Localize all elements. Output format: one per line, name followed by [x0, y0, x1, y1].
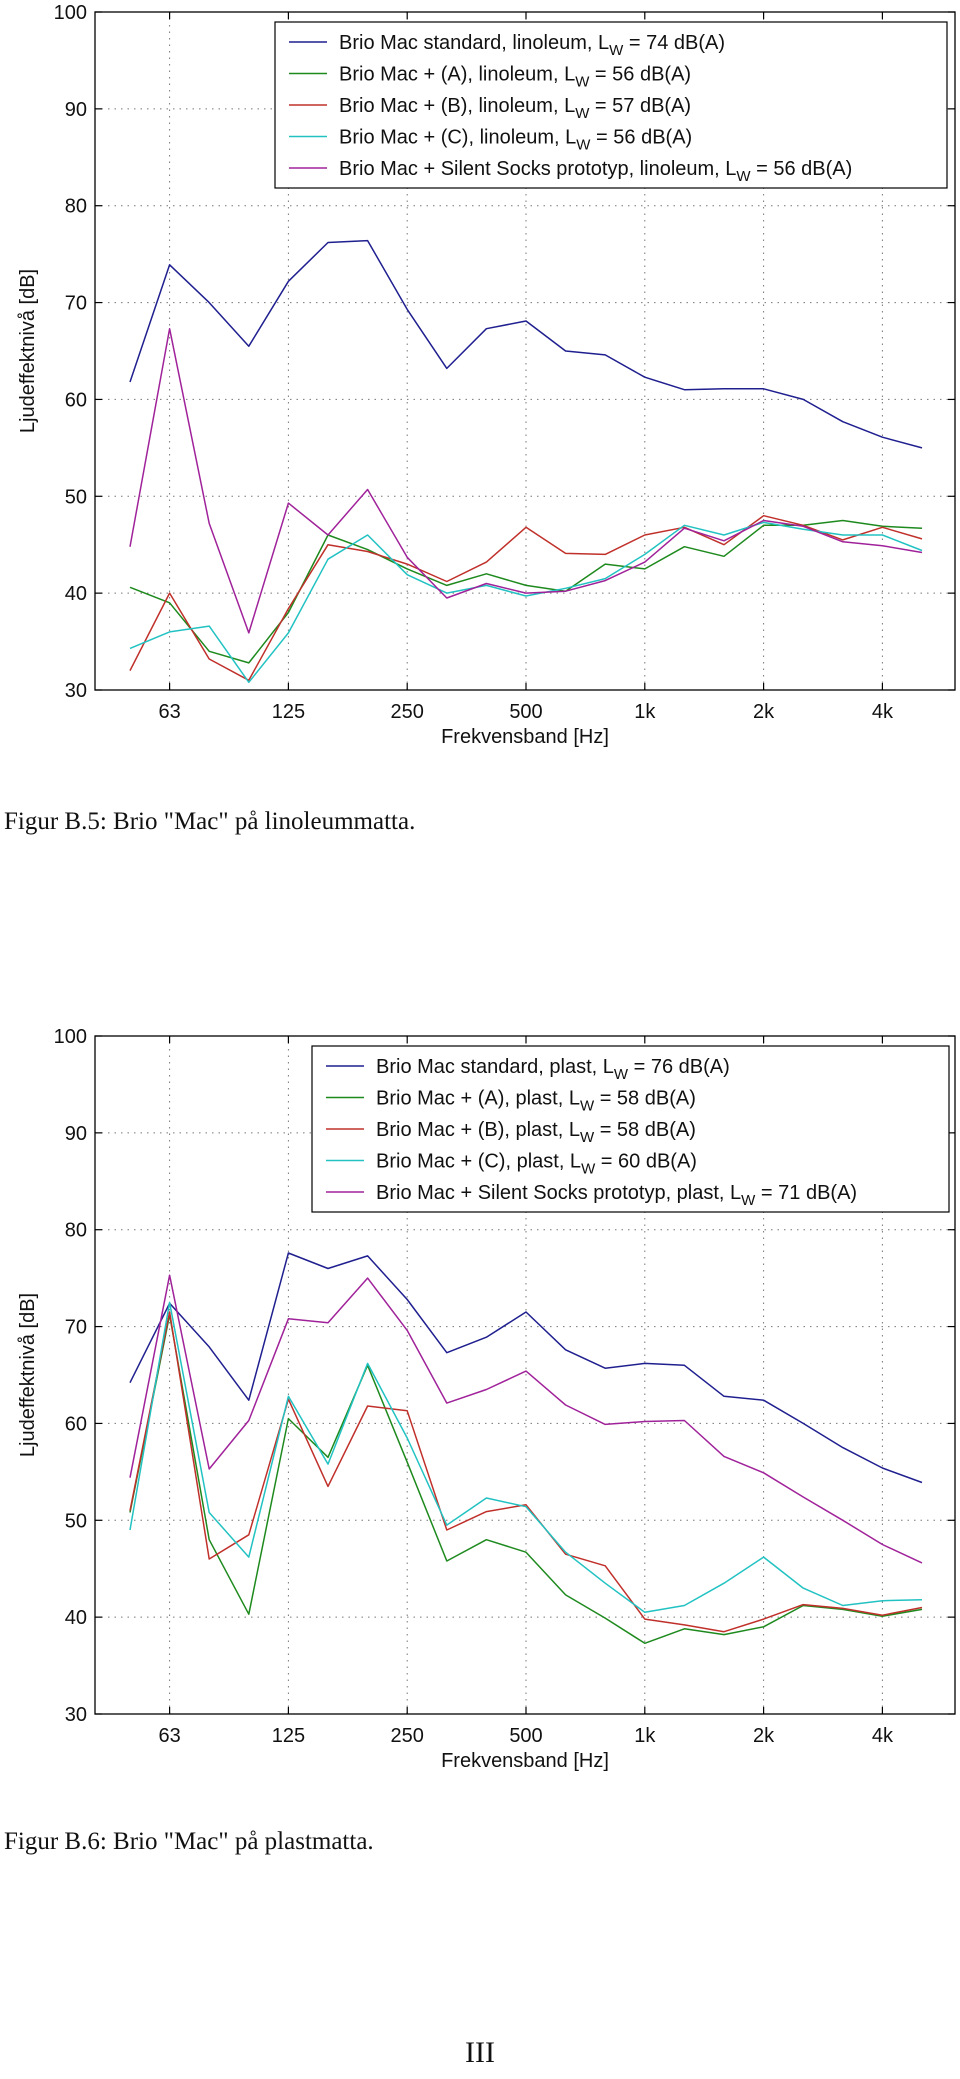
y-tick-label: 70: [65, 293, 87, 315]
y-tick-label: 50: [65, 1510, 87, 1532]
legend-label-5: Brio Mac + Silent Socks prototyp, plast,…: [376, 1182, 857, 1209]
legend-label-1: Brio Mac standard, plast, LW = 76 dB(A): [376, 1056, 730, 1083]
plot-frame: [94, 11, 956, 691]
legend-label-3: Brio Mac + (B), linoleum, LW = 57 dB(A): [339, 95, 691, 122]
x-tick-label: 4k: [872, 1725, 894, 1747]
series-line-4: [129, 521, 923, 684]
y-tick-label: 100: [54, 1026, 87, 1048]
x-tick-label: 250: [391, 701, 424, 723]
y-tick-label: 60: [65, 1413, 87, 1435]
x-tick-label: 125: [272, 701, 305, 723]
series-line-2: [129, 1314, 923, 1645]
legend: Brio Mac standard, linoleum, LW = 74 dB(…: [274, 21, 948, 189]
y-tick-label: 100: [54, 2, 87, 24]
chart-b6: 30 40 50 60 70 80 90 100 63 125 250 500 1k 2k 4k Frekve…: [17, 1026, 956, 1772]
y-axis-label: Ljudeffektnivå [dB]: [17, 269, 39, 433]
y-tick-label: 60: [65, 389, 87, 411]
y-tick-label: 80: [65, 1220, 87, 1242]
series-line-3: [129, 1311, 923, 1633]
legend-label-4: Brio Mac + (C), linoleum, LW = 56 dB(A): [339, 127, 692, 154]
legend-label-3: Brio Mac + (B), plast, LW = 58 dB(A): [376, 1119, 696, 1146]
page-number: III: [465, 2036, 495, 2069]
y-tick-label: 30: [65, 1704, 87, 1726]
series-line-2: [129, 519, 923, 664]
x-tick-label: 2k: [753, 701, 775, 723]
x-tick-label: 250: [391, 1725, 424, 1747]
x-tick-label: 63: [158, 701, 180, 723]
y-tick-label: 80: [65, 196, 87, 218]
grid: [95, 12, 955, 690]
x-tick-label: 1k: [634, 1725, 656, 1747]
grid: [95, 1036, 955, 1714]
series-line-1: [129, 1252, 923, 1484]
y-tick-label: 30: [65, 680, 87, 702]
x-tick-label: 1k: [634, 701, 656, 723]
legend-label-4: Brio Mac + (C), plast, LW = 60 dB(A): [376, 1151, 697, 1178]
y-tick-label: 40: [65, 1607, 87, 1629]
figure-caption-b6: Figur B.6: Brio "Mac" på plastmatta.: [4, 1828, 374, 1855]
series-line-5: [129, 327, 923, 634]
series-line-4: [129, 1301, 923, 1614]
x-axis-label: Frekvensband [Hz]: [441, 1750, 609, 1772]
y-tick-label: 90: [65, 99, 87, 121]
figure-caption-b5: Figur B.5: Brio "Mac" på linoleummatta.: [4, 808, 416, 835]
x-tick-label: 2k: [753, 1725, 775, 1747]
legend-label-1: Brio Mac standard, linoleum, LW = 74 dB(…: [339, 32, 725, 59]
legend: Brio Mac standard, plast, LW = 76 dB(A) B…: [311, 1045, 950, 1213]
x-tick-label: 500: [509, 701, 542, 723]
y-tick-label: 50: [65, 486, 87, 508]
x-tick-label: 4k: [872, 701, 894, 723]
y-tick-label: 40: [65, 583, 87, 605]
x-axis-label: Frekvensband [Hz]: [441, 726, 609, 748]
y-axis-label: Ljudeffektnivå [dB]: [17, 1293, 39, 1457]
legend-box: [311, 1045, 950, 1213]
series-line-3: [129, 514, 923, 682]
series-line-5: [129, 1274, 923, 1564]
y-tick-label: 70: [65, 1317, 87, 1339]
legend-label-5: Brio Mac + Silent Socks prototyp, linole…: [339, 158, 852, 185]
x-tick-label: 125: [272, 1725, 305, 1747]
chart-b5: 30 40 50 60 70 80 90 100 63 125 250 500 1k 2k 4k Frekve…: [17, 2, 956, 748]
series-line-1: [129, 239, 923, 449]
legend-box: [274, 21, 948, 189]
x-tick-label: 500: [509, 1725, 542, 1747]
y-tick-label: 90: [65, 1123, 87, 1145]
legend-label-2: Brio Mac + (A), linoleum, LW = 56 dB(A): [339, 64, 691, 91]
plot-frame: [94, 1035, 956, 1715]
legend-label-2: Brio Mac + (A), plast, LW = 58 dB(A): [376, 1088, 696, 1115]
x-tick-label: 63: [158, 1725, 180, 1747]
